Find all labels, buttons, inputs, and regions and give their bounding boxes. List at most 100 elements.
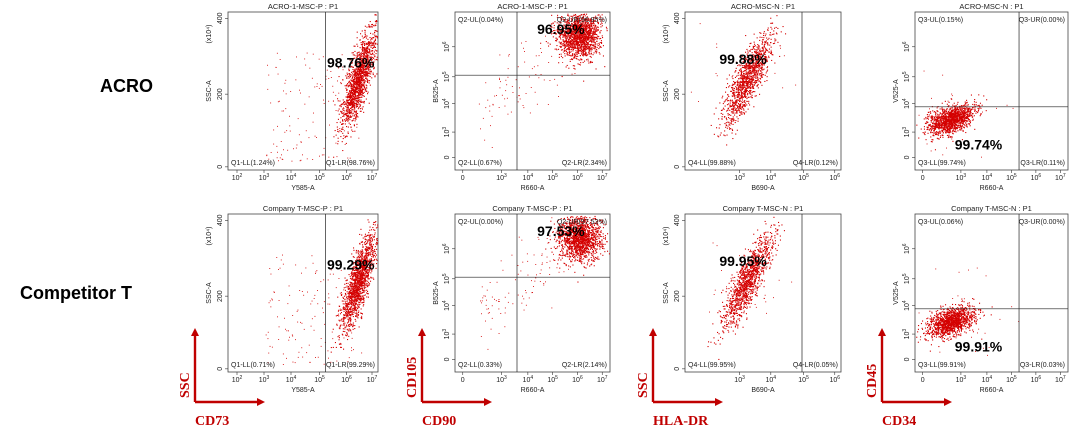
data-point bbox=[350, 126, 352, 128]
data-point bbox=[359, 59, 361, 61]
data-point bbox=[588, 33, 590, 35]
data-point bbox=[562, 57, 564, 59]
data-point bbox=[521, 42, 522, 44]
data-point bbox=[593, 23, 595, 25]
data-point bbox=[367, 67, 369, 69]
data-point bbox=[589, 33, 591, 35]
data-point bbox=[590, 47, 592, 49]
data-point bbox=[348, 73, 350, 75]
data-point bbox=[572, 42, 574, 44]
data-point bbox=[360, 101, 362, 103]
data-point bbox=[746, 64, 748, 66]
data-point bbox=[335, 94, 337, 96]
data-point bbox=[564, 20, 566, 22]
data-point bbox=[755, 68, 757, 70]
data-point bbox=[566, 45, 568, 47]
data-point bbox=[573, 22, 575, 24]
data-point bbox=[740, 70, 742, 72]
data-point bbox=[353, 104, 355, 106]
data-point bbox=[556, 84, 558, 86]
data-point bbox=[751, 72, 753, 74]
data-point bbox=[360, 74, 362, 76]
data-point bbox=[583, 21, 585, 23]
data-point bbox=[371, 44, 373, 46]
data-point bbox=[364, 60, 366, 62]
data-point bbox=[352, 54, 354, 56]
data-point bbox=[342, 126, 344, 128]
data-point bbox=[577, 30, 579, 32]
data-point bbox=[350, 85, 352, 87]
data-point bbox=[731, 84, 733, 86]
data-point bbox=[568, 28, 570, 30]
data-point bbox=[368, 65, 370, 67]
data-point bbox=[277, 73, 279, 75]
data-point bbox=[362, 51, 364, 53]
data-point bbox=[362, 108, 363, 110]
data-point bbox=[362, 64, 364, 66]
data-point bbox=[354, 108, 356, 110]
data-point bbox=[348, 99, 350, 101]
data-point bbox=[347, 101, 349, 103]
data-point bbox=[729, 122, 731, 124]
data-point bbox=[581, 42, 583, 44]
data-point bbox=[582, 36, 584, 38]
data-point bbox=[590, 32, 592, 34]
data-point bbox=[560, 33, 562, 35]
data-point bbox=[574, 47, 576, 49]
data-point bbox=[576, 35, 578, 37]
data-point bbox=[759, 77, 761, 79]
data-point bbox=[571, 43, 573, 45]
data-point bbox=[579, 45, 581, 47]
data-point bbox=[748, 71, 750, 73]
data-point bbox=[598, 52, 600, 54]
data-point bbox=[346, 77, 348, 79]
data-point bbox=[927, 128, 929, 130]
data-point bbox=[354, 45, 356, 47]
data-point bbox=[739, 108, 741, 110]
data-point bbox=[304, 103, 306, 105]
data-point bbox=[340, 131, 342, 133]
data-point bbox=[364, 58, 366, 60]
data-point bbox=[750, 48, 752, 50]
data-point bbox=[593, 38, 595, 40]
data-point bbox=[306, 158, 308, 160]
data-point bbox=[362, 92, 364, 94]
data-point bbox=[582, 29, 584, 31]
data-point bbox=[575, 55, 577, 57]
data-point bbox=[490, 125, 491, 127]
data-point bbox=[566, 48, 568, 50]
data-point bbox=[973, 115, 975, 117]
data-point bbox=[568, 26, 570, 28]
data-point bbox=[348, 81, 350, 83]
data-point bbox=[599, 32, 601, 34]
y-tick-label: 103 bbox=[442, 127, 451, 138]
data-point bbox=[584, 43, 586, 45]
data-point bbox=[981, 104, 983, 106]
data-point bbox=[591, 26, 593, 28]
data-point bbox=[337, 143, 339, 145]
data-point bbox=[586, 59, 588, 61]
data-point bbox=[583, 41, 585, 43]
data-point bbox=[741, 106, 743, 108]
data-point bbox=[359, 58, 361, 60]
data-point bbox=[362, 72, 364, 74]
data-point bbox=[345, 103, 347, 105]
data-point bbox=[364, 72, 366, 74]
data-point bbox=[766, 59, 768, 61]
data-point bbox=[363, 102, 365, 104]
data-point bbox=[551, 14, 553, 16]
data-point bbox=[727, 109, 729, 111]
data-point bbox=[740, 72, 742, 74]
data-point bbox=[364, 75, 366, 77]
data-point bbox=[323, 103, 325, 104]
data-point bbox=[593, 25, 595, 27]
data-point bbox=[336, 126, 338, 128]
data-point bbox=[562, 34, 564, 36]
data-point bbox=[733, 112, 735, 114]
data-point bbox=[713, 113, 715, 115]
data-point bbox=[356, 58, 358, 60]
data-point bbox=[361, 90, 363, 92]
data-point bbox=[753, 55, 755, 57]
data-point bbox=[553, 30, 555, 32]
data-point bbox=[575, 50, 577, 52]
